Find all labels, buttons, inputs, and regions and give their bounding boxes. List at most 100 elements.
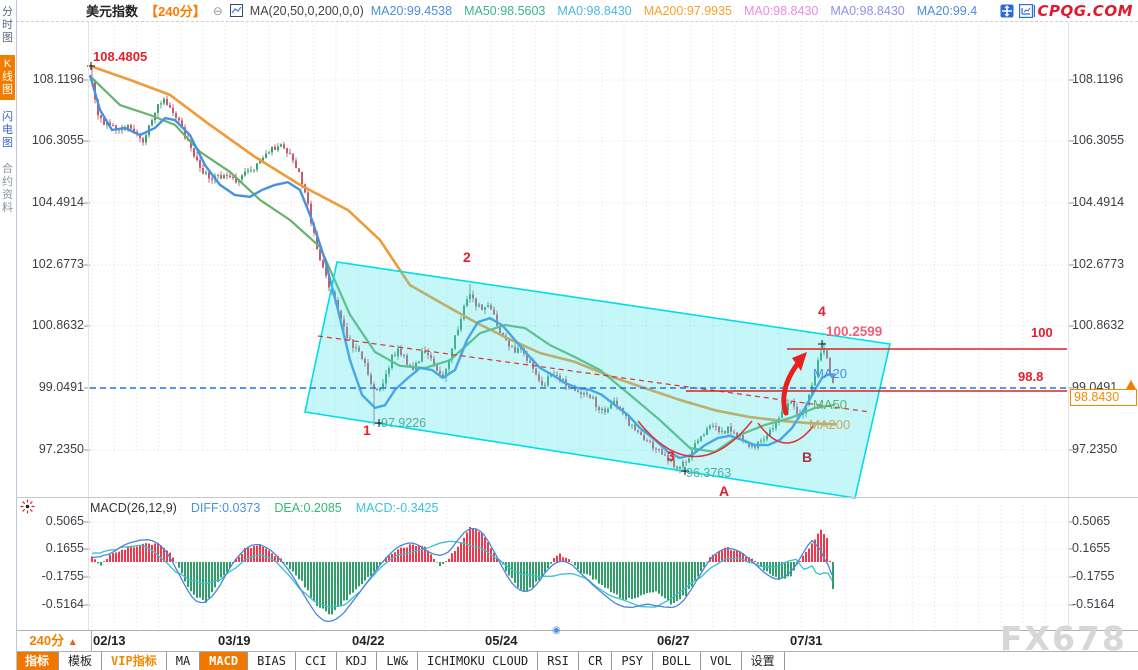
sidebar-tab-contract-info[interactable]: 合约资料 xyxy=(2,163,13,214)
sidebar-tab-time-chart[interactable]: 分时图 xyxy=(2,6,13,44)
macd-axis-label-left: 0.1655 xyxy=(45,541,84,555)
annotation-100.2599: 100.2599 xyxy=(826,324,883,339)
annotation-A: A xyxy=(719,483,730,499)
pane-resize-handle-icon[interactable]: ◉ xyxy=(552,625,561,636)
left-sidebar: 分时图 K线图 闪电图 合约资料 xyxy=(0,0,17,670)
annotation-4: 4 xyxy=(818,303,826,319)
toolbar-item-BIAS[interactable]: BIAS xyxy=(248,652,296,670)
pane-divider[interactable] xyxy=(0,497,1138,498)
toolbar-item-LW&[interactable]: LW& xyxy=(377,652,419,670)
pattern-arcs xyxy=(637,420,815,458)
toolbar-item-RSI[interactable]: RSI xyxy=(538,652,579,670)
macd-axis-label-left: -0.1755 xyxy=(41,569,84,583)
toolbar-item-KDJ[interactable]: KDJ xyxy=(336,652,378,670)
price-axis-label-left: 108.1196 xyxy=(32,72,84,86)
macd-layer xyxy=(91,527,834,623)
price-axis-label-right: 106.3055 xyxy=(1072,133,1125,147)
toolbar-item-VIP指标[interactable]: VIP指标 xyxy=(102,652,167,670)
macd-value: DIFF:0.0373 xyxy=(190,501,261,515)
toolbar-item-指标[interactable]: 指标 xyxy=(16,652,60,670)
ma20-line xyxy=(88,74,835,460)
price-axis-label-right: 108.1196 xyxy=(1072,72,1124,86)
date-tick: 06/27 xyxy=(657,633,690,648)
header-ma-value: MA0:98.8430 xyxy=(744,3,819,18)
trend-channel xyxy=(304,261,891,499)
price-axis-label-left: 102.6773 xyxy=(31,257,84,271)
annotation-MA50: MA50 xyxy=(813,397,847,412)
annotation-100: 100 xyxy=(1031,325,1053,340)
toolbar-item-VOL[interactable]: VOL xyxy=(700,652,742,670)
header-ma-values: MA20:99.4538 MA50:98.5603 MA0:98.8430 MA200… xyxy=(371,4,977,18)
price-axis-label-left: 99.0491 xyxy=(38,380,84,394)
price-axis-label-right: 102.6773 xyxy=(1072,257,1125,271)
macd-header: MACD(26,12,9) DIFF:0.0373 DEA:0.2085 MACD:… xyxy=(90,501,438,515)
annotation-97.9226: 97.9226 xyxy=(381,416,427,430)
price-axis-label-right: 104.4914 xyxy=(1072,195,1125,209)
chart-window-icon[interactable] xyxy=(1018,3,1035,19)
up-arrow xyxy=(781,352,807,416)
header-ma-value: MA200:97.9935 xyxy=(643,3,732,18)
header-ma-value: MA20:99.4538 xyxy=(370,3,453,18)
price-axis-label-left: 104.4914 xyxy=(31,195,84,209)
macd-axis-label-right: -0.1755 xyxy=(1072,569,1115,583)
macd-axis-label-left: 0.5065 xyxy=(45,514,84,528)
period-arrow-icon: ▲ xyxy=(67,637,78,648)
collapse-icon[interactable]: ⊖ xyxy=(212,3,223,18)
sidebar-tab-kline-chart[interactable]: K线图 xyxy=(0,55,15,100)
period-selector[interactable]: 240分 ▲ xyxy=(16,631,92,651)
macd-axis-label-left: -0.5164 xyxy=(41,597,84,611)
header-ma-value: MA50:98.5603 xyxy=(464,3,546,18)
indicator-toolbar: 指标 模板 VIP指标 MA MACD BIAS CCI KDJ LW& ICHIMOKU CLO… xyxy=(16,652,785,670)
date-tick: 05/24 xyxy=(485,633,518,648)
toolbar-item-PSY[interactable]: PSY xyxy=(612,652,654,670)
price-pointer-icon xyxy=(1126,380,1136,389)
indicator-settings-icon[interactable] xyxy=(20,499,35,519)
level-lines xyxy=(90,348,1067,392)
toolbar-item-BOLL[interactable]: BOLL xyxy=(653,652,701,670)
macd-value: MACD:-0.3425 xyxy=(355,501,439,515)
price-axis-label-left: 97.2350 xyxy=(38,442,84,456)
annotation-MA200: MA200 xyxy=(809,417,851,432)
toolbar-border xyxy=(0,651,1138,652)
date-tick: 02/13 xyxy=(93,633,126,648)
period-label[interactable]: 【240分】 xyxy=(145,4,206,19)
date-tick: 07/31 xyxy=(790,633,823,648)
watermark: FX678 xyxy=(1000,619,1127,658)
chart-header: 美元指数 【240分】 ⊖ MA(20,50,0,200,0,0) MA20:9… xyxy=(16,0,1138,22)
header-ma-value: MA0:98.8430 xyxy=(557,3,632,18)
window-controls: CPQG.COM xyxy=(1000,2,1133,20)
date-tick: 03/19 xyxy=(218,633,251,648)
annotation-3: 3 xyxy=(667,448,675,464)
toolbar-item-CCI[interactable]: CCI xyxy=(295,652,337,670)
toolbar-item-MACD[interactable]: MACD xyxy=(200,652,249,670)
current-price-box: 98.8430 xyxy=(1070,389,1137,406)
ma-formula: MA(20,50,0,200,0,0) xyxy=(249,3,364,18)
date-tick: 04/22 xyxy=(352,633,385,648)
header-ma-value: MA0:98.8430 xyxy=(830,3,905,18)
annotation-1: 1 xyxy=(363,422,371,438)
toolbar-item-CR[interactable]: CR xyxy=(578,652,613,670)
date-row-border xyxy=(0,630,1138,631)
toolbar-item-ICHIMOKU CLOUD[interactable]: ICHIMOKU CLOUD xyxy=(418,652,539,670)
sidebar-tab-flash-chart[interactable]: 闪电图 xyxy=(2,111,13,149)
axis-separator-left xyxy=(88,22,89,630)
macd-axis-label-right: 0.5065 xyxy=(1072,514,1111,528)
toolbar-item-设置[interactable]: 设置 xyxy=(741,652,785,670)
toolbar-item-模板[interactable]: 模板 xyxy=(59,652,103,670)
price-axis-label-left: 100.8632 xyxy=(31,318,84,332)
toolbar-item-MA[interactable]: MA xyxy=(166,652,201,670)
annotation-108.4805: 108.4805 xyxy=(93,49,148,64)
ma50-line xyxy=(89,75,836,453)
macd-axis-label-right: 0.1655 xyxy=(1072,541,1111,555)
macd-title: MACD(26,12,9) xyxy=(90,501,177,515)
macd-value: DEA:0.2085 xyxy=(274,501,342,515)
layout-grid-icon[interactable] xyxy=(1000,4,1014,18)
header-ma-value: MA20:99.4 xyxy=(916,3,978,18)
annotation-B: B xyxy=(802,449,813,465)
brand-logo: CPQG.COM xyxy=(1037,2,1133,20)
annotation-98.8: 98.8 xyxy=(1018,369,1044,384)
macd-axis-label-right: -0.5164 xyxy=(1072,597,1115,611)
axis-separator-right xyxy=(1068,22,1069,630)
